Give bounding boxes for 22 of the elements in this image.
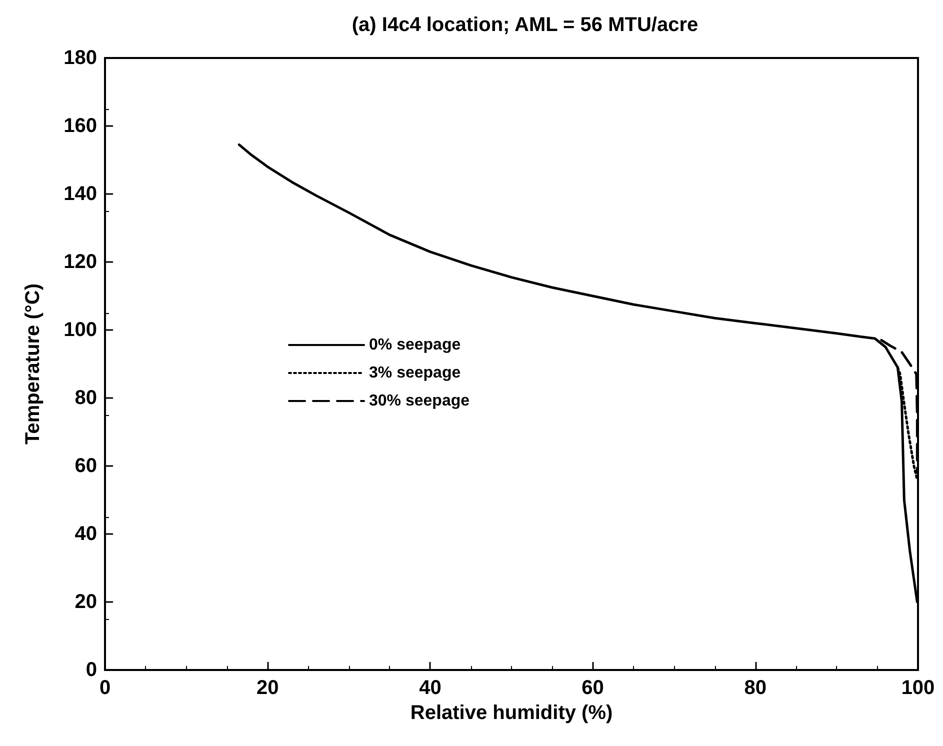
y-tick-label: 60 <box>74 455 97 477</box>
y-tick-label: 120 <box>64 251 97 273</box>
legend-label: 3% seepage <box>369 364 461 382</box>
y-tick-label: 160 <box>64 115 97 137</box>
x-tick-label: 40 <box>419 677 442 699</box>
y-tick-label: 80 <box>74 387 97 409</box>
y-tick-label: 0 <box>86 659 97 681</box>
legend-label: 30% seepage <box>369 392 470 410</box>
x-axis-title: Relative humidity (%) <box>410 702 613 724</box>
y-tick-label: 20 <box>74 591 97 613</box>
chart-title: (a) I4c4 location; AML = 56 MTU/acre <box>352 14 698 36</box>
x-tick-label: 0 <box>99 677 111 699</box>
y-tick-label: 180 <box>64 47 97 69</box>
y-tick-label: 100 <box>64 319 97 341</box>
y-tick-label: 40 <box>74 523 97 545</box>
x-tick-label: 60 <box>582 677 604 699</box>
y-axis-title: Temperature (°C) <box>22 284 44 444</box>
legend-label: 0% seepage <box>369 336 461 354</box>
x-tick-label: 80 <box>744 677 767 699</box>
y-tick-label: 140 <box>64 183 97 205</box>
x-tick-label: 100 <box>901 677 935 699</box>
x-tick-label: 20 <box>256 677 279 699</box>
